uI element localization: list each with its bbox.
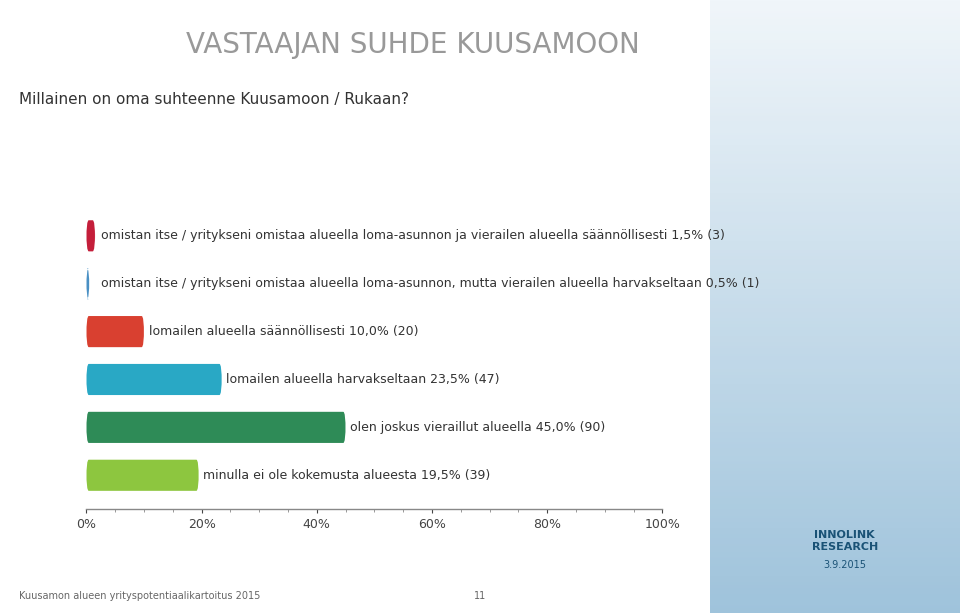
FancyBboxPatch shape [86,364,222,395]
Text: INNOLINK
RESEARCH: INNOLINK RESEARCH [811,530,878,552]
Text: olen joskus vieraillut alueella 45,0% (90): olen joskus vieraillut alueella 45,0% (9… [350,421,606,434]
FancyBboxPatch shape [86,412,346,443]
Text: minulla ei ole kokemusta alueesta 19,5% (39): minulla ei ole kokemusta alueesta 19,5% … [204,469,491,482]
Text: 11: 11 [474,591,486,601]
Text: Kuusamon alueen yrityspotentiaalikartoitus 2015: Kuusamon alueen yrityspotentiaalikartoit… [19,591,260,601]
Text: lomailen alueella harvakseltaan 23,5% (47): lomailen alueella harvakseltaan 23,5% (4… [227,373,500,386]
FancyBboxPatch shape [86,316,144,347]
FancyBboxPatch shape [86,460,199,491]
Text: 3.9.2015: 3.9.2015 [824,560,866,570]
Text: VASTAAJAN SUHDE KUUSAMOON: VASTAAJAN SUHDE KUUSAMOON [186,31,639,59]
Text: omistan itse / yritykseni omistaa alueella loma-asunnon ja vierailen alueella sä: omistan itse / yritykseni omistaa alueel… [101,229,725,242]
Text: omistan itse / yritykseni omistaa alueella loma-asunnon, mutta vierailen alueell: omistan itse / yritykseni omistaa alueel… [101,277,759,290]
Text: Millainen on oma suhteenne Kuusamoon / Rukaan?: Millainen on oma suhteenne Kuusamoon / R… [19,92,409,107]
FancyBboxPatch shape [86,268,89,299]
Text: lomailen alueella säännöllisesti 10,0% (20): lomailen alueella säännöllisesti 10,0% (… [149,325,419,338]
FancyBboxPatch shape [86,220,95,251]
